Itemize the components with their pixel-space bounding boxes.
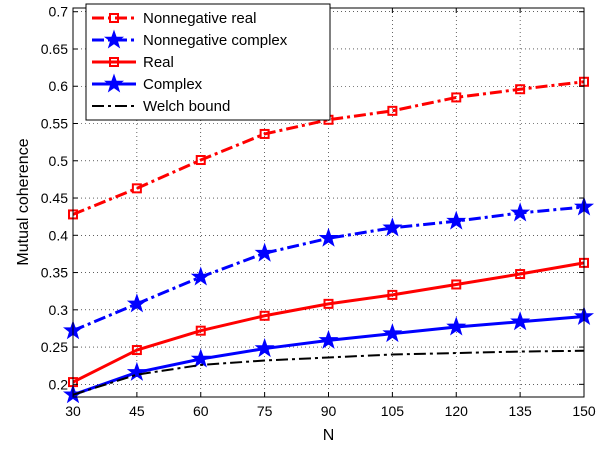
legend-item: Nonnegative complex [92, 29, 288, 49]
x-tick-label: 135 [508, 403, 532, 419]
y-tick-label: 0.4 [49, 227, 69, 243]
series-line [72, 261, 585, 384]
y-tick-label: 0.65 [41, 41, 68, 57]
x-tick-label: 105 [381, 403, 405, 419]
data-point [446, 210, 467, 230]
y-axis-label: Mutual coherence [15, 138, 32, 265]
y-tick-label: 0.45 [41, 190, 68, 206]
y-tick-label: 0.25 [41, 339, 68, 355]
data-point [126, 293, 147, 313]
data-point [387, 289, 398, 300]
legend-item: Nonnegative real [92, 10, 256, 27]
legend-box [85, 3, 331, 121]
y-tick-label: 0.5 [49, 153, 69, 169]
legend-marker [109, 13, 119, 23]
y-tick-label: 0.3 [49, 302, 69, 318]
x-axis-label: N [323, 427, 335, 444]
legend-label: Nonnegative complex [143, 32, 288, 49]
y-tick-label: 0.55 [41, 116, 68, 132]
y-tick-label: 0.6 [49, 78, 69, 94]
axis-ticks: 30 45 60 75 90 105 120 135 150 0.2 0.25 0.3 0.35 0.4 0… [41, 4, 596, 419]
series-layer [62, 76, 595, 404]
x-tick-label: 30 [65, 403, 81, 419]
data-point [515, 269, 526, 280]
y-tick-label: 0.2 [49, 376, 69, 392]
data-point [382, 323, 403, 343]
legend-item: Real [92, 54, 174, 71]
data-point [259, 128, 270, 139]
data-point [323, 298, 334, 309]
legend-item: Complex [92, 73, 203, 93]
data-point [318, 227, 339, 247]
data-point [387, 105, 398, 116]
data-point [195, 325, 206, 336]
series-2 [62, 196, 595, 340]
legend-label: Real [143, 54, 174, 71]
series-1 [68, 76, 589, 220]
legend-label: Complex [143, 76, 203, 93]
legend-marker [103, 73, 125, 93]
data-point [190, 266, 211, 286]
x-tick-label: 150 [572, 403, 596, 419]
legend-marker [103, 29, 125, 49]
x-tick-label: 75 [257, 403, 273, 419]
series-line [72, 80, 585, 216]
x-tick-label: 90 [321, 403, 337, 419]
series-line [72, 349, 585, 396]
legend-marker [109, 57, 119, 67]
data-point [254, 242, 275, 262]
legend-label: Welch bound [143, 98, 230, 115]
data-point [190, 348, 211, 368]
data-point [131, 345, 142, 356]
data-point [515, 84, 526, 95]
x-tick-label: 60 [193, 403, 209, 419]
data-point [451, 279, 462, 290]
data-point [510, 202, 531, 222]
data-point [451, 92, 462, 103]
legend-label: Nonnegative real [143, 10, 256, 27]
data-point [254, 338, 275, 358]
x-tick-label: 120 [445, 403, 469, 419]
x-tick-label: 45 [129, 403, 145, 419]
data-point [126, 361, 147, 381]
data-point [510, 311, 531, 331]
data-point [382, 217, 403, 237]
y-tick-label: 0.7 [49, 4, 69, 20]
data-point [195, 155, 206, 166]
data-point [259, 310, 270, 321]
legend: Nonnegative real Nonnegative complex Real C… [85, 3, 331, 121]
data-point [446, 316, 467, 336]
y-tick-label: 0.35 [41, 265, 68, 281]
series-line [72, 205, 585, 333]
data-point [318, 329, 339, 349]
legend-item: Welch bound [92, 98, 230, 115]
data-point [131, 183, 142, 194]
series-5 [72, 349, 585, 396]
